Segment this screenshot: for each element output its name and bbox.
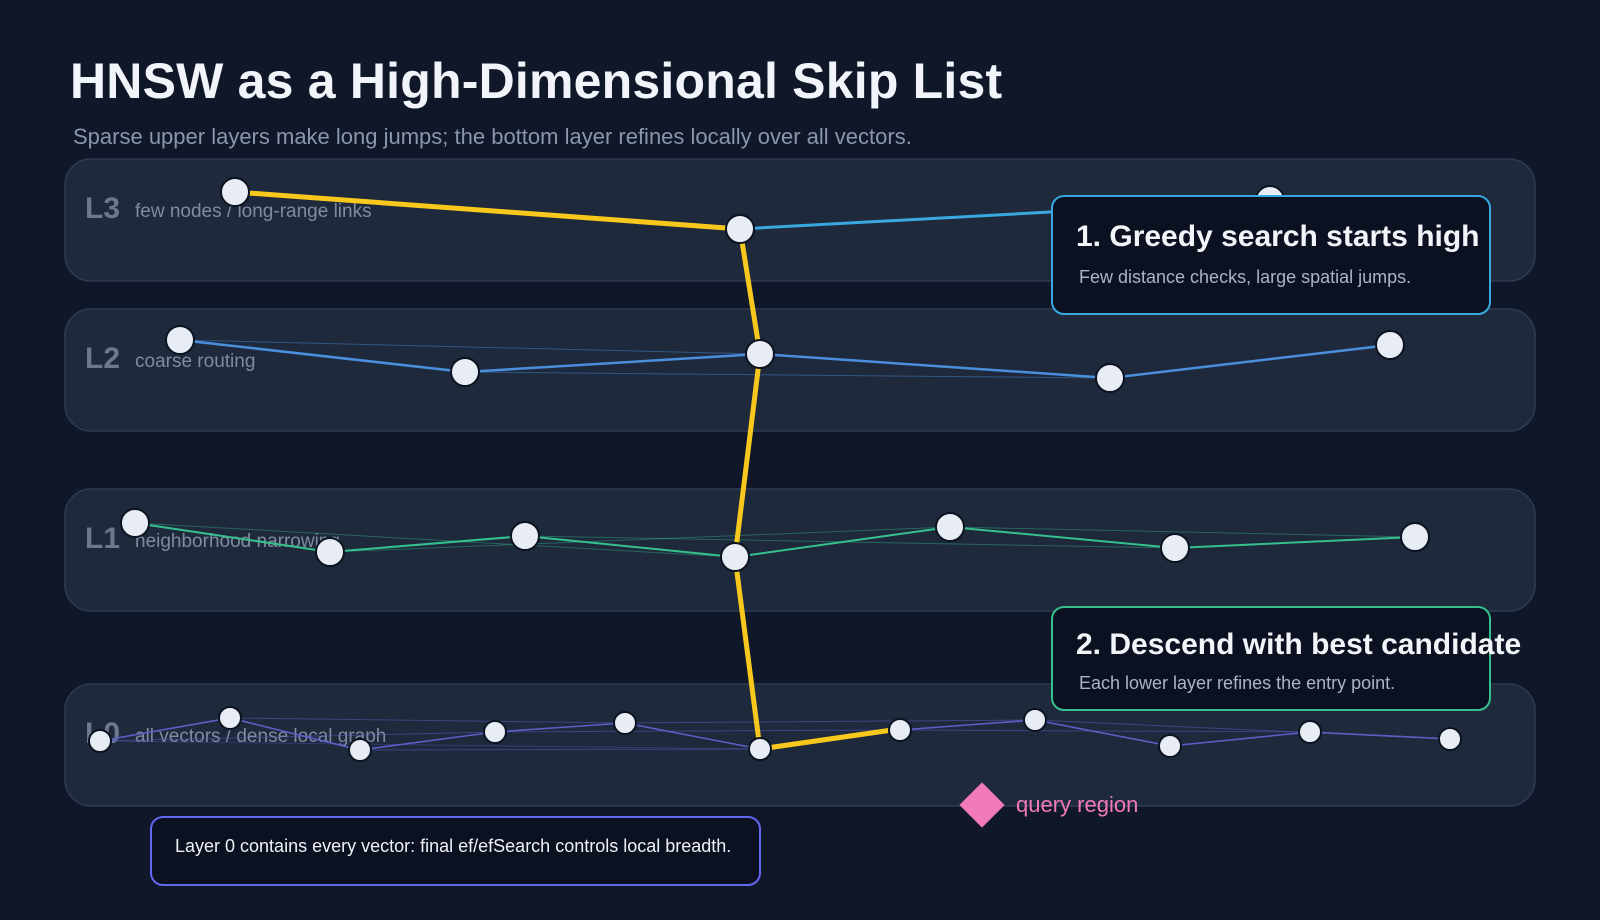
graph-node — [1095, 363, 1125, 393]
graph-node — [720, 542, 750, 572]
graph-node — [613, 711, 637, 735]
callout-greedy-search: 1. Greedy search starts high Few distanc… — [1051, 195, 1491, 315]
graph-node — [748, 737, 772, 761]
query-label: query region — [1016, 792, 1138, 817]
graph-node — [888, 718, 912, 742]
callout-descend: 2. Descend with best candidate Each lowe… — [1051, 606, 1521, 711]
graph-node — [348, 738, 372, 762]
nodes-l1 — [120, 508, 1430, 572]
layer-panel-l1: L1 neighborhood narrowing — [64, 488, 1536, 612]
layer-label-l1: L1 — [85, 522, 120, 555]
nodes-l2 — [165, 325, 1405, 393]
search-path — [232, 189, 895, 752]
layer-desc-l3: few nodes / long-range links — [135, 201, 372, 222]
graph-node — [1298, 720, 1322, 744]
callout-body: Each lower layer refines the entry point… — [1079, 673, 1395, 693]
page-title: HNSW as a High-Dimensional Skip List — [70, 53, 1003, 109]
graph-node — [725, 214, 755, 244]
graph-node — [220, 177, 250, 207]
graph-node — [1400, 522, 1430, 552]
note-text: Layer 0 contains every vector: final ef/… — [175, 836, 731, 856]
page-subtitle: Sparse upper layers make long jumps; the… — [73, 124, 912, 149]
graph-node — [1023, 708, 1047, 732]
graph-node — [745, 339, 775, 369]
graph-node — [1438, 727, 1462, 751]
callout-title: 1. Greedy search starts high — [1076, 220, 1480, 253]
graph-node — [88, 729, 112, 753]
callout-body: Few distance checks, large spatial jumps… — [1079, 267, 1411, 287]
graph-node — [218, 706, 242, 730]
graph-node — [510, 521, 540, 551]
query-diamond-icon — [959, 782, 1005, 828]
graph-node — [1160, 533, 1190, 563]
callout-title: 2. Descend with best candidate — [1076, 628, 1521, 661]
layer-desc-l2: coarse routing — [135, 351, 255, 372]
query-region: query region — [959, 782, 1138, 828]
nodes-l0 — [88, 706, 1462, 762]
graph-node — [450, 357, 480, 387]
graph-node — [1375, 330, 1405, 360]
graph-node — [935, 512, 965, 542]
layer-panel-l2: L2 coarse routing — [64, 308, 1536, 432]
graph-node — [315, 537, 345, 567]
layer-label-l2: L2 — [85, 342, 120, 375]
graph-node — [483, 720, 507, 744]
layer0-note: Layer 0 contains every vector: final ef/… — [150, 816, 761, 886]
graph-node — [120, 508, 150, 538]
graph-node — [1158, 734, 1182, 758]
graph-node — [165, 325, 195, 355]
layer-label-l3: L3 — [85, 192, 120, 225]
